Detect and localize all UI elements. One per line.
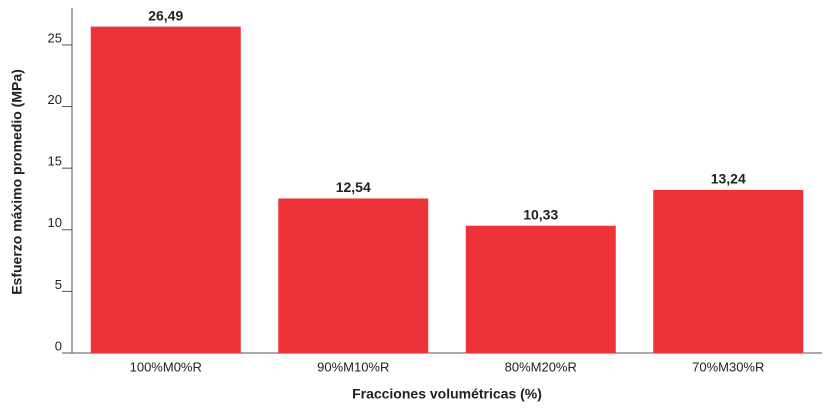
- y-tick-label: 25: [48, 30, 62, 45]
- data-label: 10,33: [523, 206, 558, 222]
- x-axis-label: Fracciones volumétricas (%): [352, 386, 542, 402]
- y-tick-label: 0: [55, 338, 62, 353]
- x-tick-label: 80%M20%R: [505, 359, 577, 374]
- data-label: 13,24: [711, 171, 746, 187]
- y-tick-label: 20: [48, 92, 62, 107]
- bar: [653, 189, 804, 353]
- x-tick-label: 70%M30%R: [692, 359, 764, 374]
- x-tick-label: 90%M10%R: [317, 359, 389, 374]
- bar: [90, 26, 241, 354]
- data-label: 12,54: [336, 179, 371, 195]
- bar: [465, 225, 616, 353]
- bar: [278, 198, 429, 353]
- y-tick-label: 5: [55, 277, 62, 292]
- data-label: 26,49: [148, 7, 183, 23]
- y-tick-label: 15: [48, 154, 62, 169]
- x-tick-label: 100%M0%R: [130, 359, 202, 374]
- y-axis-label: Esfuerzo máximo promedio (MPa): [9, 69, 25, 295]
- y-tick-label: 10: [48, 215, 62, 230]
